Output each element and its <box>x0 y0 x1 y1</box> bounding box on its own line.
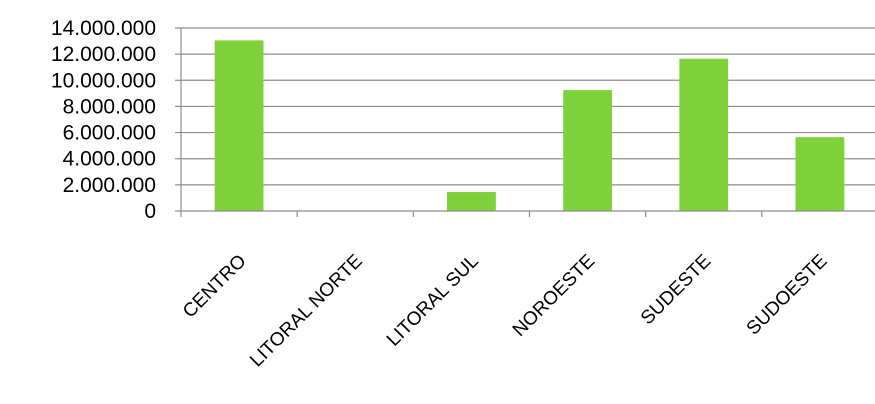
x-tick-label: NOROESTE <box>509 251 599 341</box>
y-tick-label: 6.000.000 <box>63 122 156 145</box>
bar-centro <box>214 40 264 211</box>
x-tick-label: SUDESTE <box>637 251 715 329</box>
y-tick-label: 14.000.000 <box>51 17 156 40</box>
bar-litoral-sul <box>447 192 496 211</box>
y-tick-label: 8.000.000 <box>63 95 156 118</box>
bar-sudeste <box>679 58 729 211</box>
y-tick-label: 12.000.000 <box>51 43 156 66</box>
axes <box>175 27 875 217</box>
x-tick-label: LITORAL SUL <box>383 251 483 351</box>
x-tick-label: LITORAL NORTE <box>246 251 367 372</box>
y-tick-label: 2.000.000 <box>63 174 156 197</box>
y-tick-label: 10.000.000 <box>51 69 156 92</box>
bar-noroeste <box>563 90 612 211</box>
gridlines <box>181 27 875 186</box>
y-tick-label: 0 <box>144 200 156 223</box>
y-tick-labels: 0 2.000.000 4.000.000 6.000.000 8.000.000 10.… <box>51 17 156 223</box>
x-tick-label: CENTRO <box>179 251 251 323</box>
x-tick-label: SUDOESTE <box>743 251 832 340</box>
bar-sudoeste <box>795 137 845 211</box>
bars <box>214 40 845 211</box>
y-tick-label: 4.000.000 <box>63 148 156 171</box>
